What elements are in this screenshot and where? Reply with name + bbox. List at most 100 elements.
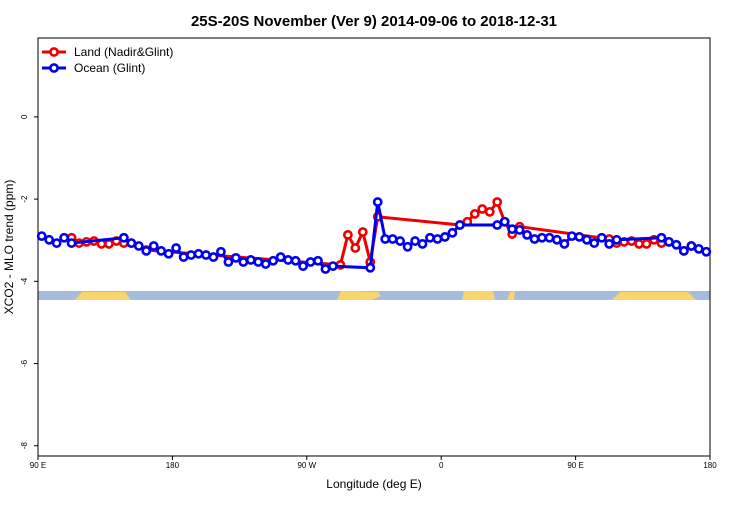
point: [350, 243, 361, 253]
x-tick-label: 90 E: [567, 461, 583, 470]
point: [514, 225, 525, 235]
point: [604, 239, 615, 249]
point: [387, 234, 398, 244]
point: [51, 238, 62, 248]
point: [230, 252, 241, 263]
point: [492, 220, 503, 230]
map-strip: [38, 291, 710, 300]
point: [522, 229, 532, 240]
point: [313, 255, 323, 266]
point: [193, 248, 204, 259]
point: [298, 261, 308, 272]
x-tick-label: 0: [439, 461, 444, 470]
point: [201, 250, 211, 260]
point: [365, 262, 376, 273]
point: [671, 239, 682, 250]
point: [552, 234, 562, 245]
point: [664, 236, 674, 247]
point: [507, 224, 518, 235]
legend-label: Ocean (Glint): [74, 61, 145, 75]
point: [59, 232, 70, 243]
point: [178, 252, 189, 262]
point: [432, 234, 443, 244]
point: [559, 239, 570, 249]
point: [253, 257, 264, 267]
point: [290, 255, 301, 266]
point: [305, 257, 316, 267]
point: [216, 246, 226, 257]
point: [596, 232, 607, 243]
point: [208, 252, 219, 262]
x-axis-label: Longitude (deg E): [326, 477, 421, 491]
point: [148, 241, 159, 251]
point: [44, 234, 55, 245]
point: [425, 232, 435, 243]
y-axis-label: XCO2 - MLO trend (ppm): [2, 180, 16, 315]
point: [611, 234, 622, 245]
point: [171, 243, 182, 253]
point: [342, 229, 353, 240]
y-tick-label: -6: [20, 359, 29, 367]
point: [529, 234, 540, 244]
legend-marker: [49, 63, 59, 73]
point: [701, 246, 712, 257]
point: [447, 227, 458, 238]
point: [440, 232, 450, 242]
point: [589, 238, 600, 248]
point: [641, 239, 652, 249]
x-tick-label: 90 W: [297, 461, 316, 470]
point: [492, 197, 503, 207]
point: [634, 239, 644, 249]
point: [484, 206, 495, 217]
point: [275, 252, 286, 262]
point: [395, 236, 406, 246]
point: [544, 232, 555, 243]
point: [686, 241, 697, 251]
point: [402, 241, 413, 252]
point: [104, 239, 114, 249]
point: [163, 248, 174, 259]
point: [417, 239, 428, 249]
point: [133, 241, 144, 251]
point: [36, 231, 47, 242]
point: [260, 259, 271, 269]
point: [328, 261, 338, 272]
point: [566, 231, 577, 242]
point: [574, 232, 585, 242]
point: [656, 232, 667, 243]
y-tick-label: 0: [20, 114, 29, 119]
x-tick-label: 90 E: [30, 461, 46, 470]
point: [238, 257, 249, 267]
point: [245, 255, 256, 265]
point: [268, 255, 279, 266]
point: [499, 216, 510, 227]
point: [66, 238, 77, 248]
point: [372, 197, 383, 207]
point: [469, 209, 480, 219]
point: [410, 236, 420, 246]
x-tick-label: 180: [703, 461, 717, 470]
point: [141, 246, 152, 256]
legend-label: Land (Nadir&Glint): [74, 45, 173, 59]
y-tick-label: -2: [20, 195, 29, 203]
point: [477, 204, 488, 214]
point: [283, 255, 294, 265]
point: [320, 264, 331, 274]
point: [537, 232, 547, 243]
plot-frame: [37, 37, 711, 457]
point: [126, 238, 137, 248]
point: [118, 232, 129, 243]
y-tick-label: -4: [20, 277, 29, 285]
point: [454, 220, 465, 230]
y-tick-label: -8: [20, 442, 29, 450]
chart-title: 25S-20S November (Ver 9) 2014-09-06 to 2…: [191, 13, 557, 30]
x-tick-label: 180: [166, 461, 180, 470]
point: [380, 234, 391, 244]
point: [581, 234, 592, 245]
point: [223, 257, 234, 267]
point: [156, 246, 167, 256]
point: [678, 246, 689, 256]
point: [186, 250, 196, 260]
